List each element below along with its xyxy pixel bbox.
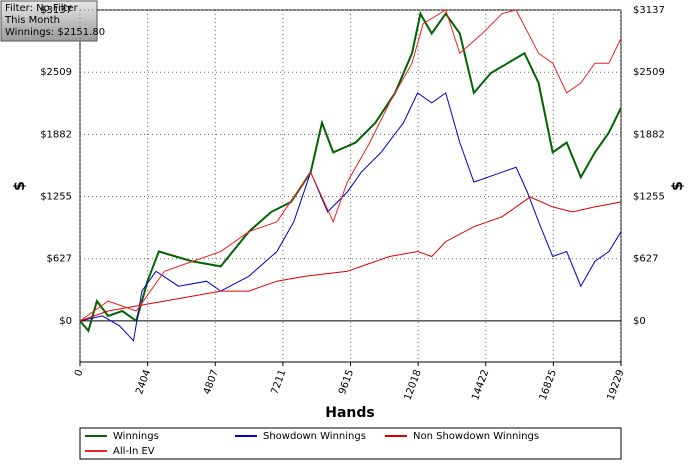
info-line: Winnings: $2151.80 <box>5 27 105 38</box>
info-line: Filter: No Filter <box>5 3 79 14</box>
y-tick-label: $0 <box>59 316 72 327</box>
series-line <box>79 9 622 322</box>
legend-label: Showdown Winnings <box>263 431 366 442</box>
series-line <box>79 196 622 322</box>
y2-tick-label: $1255 <box>633 192 665 203</box>
series-line <box>79 92 622 342</box>
y-tick-label: $1882 <box>40 129 72 140</box>
series-line <box>79 10 622 333</box>
y-tick-label: $3137 <box>40 5 72 16</box>
y2-axis-label: $ <box>670 181 686 191</box>
y-tick-label: $627 <box>47 254 72 265</box>
y2-tick-label: $3137 <box>633 5 665 16</box>
info-box <box>0 0 98 42</box>
y-tick-label: $1255 <box>40 192 72 203</box>
x-tick-label: 0 <box>73 368 86 378</box>
x-axis-label: Hands <box>325 405 375 421</box>
info-line: This Month <box>4 15 60 26</box>
y2-tick-label: $2509 <box>633 67 665 78</box>
y2-tick-label: $1882 <box>633 129 665 140</box>
y-tick-label: $2509 <box>40 67 72 78</box>
y-axis-label: $ <box>12 181 28 191</box>
y2-tick-label: $627 <box>633 254 658 265</box>
y2-tick-label: $0 <box>633 316 646 327</box>
legend-label: Winnings <box>113 431 159 442</box>
legend-label: Non Showdown Winnings <box>413 431 539 442</box>
legend-label: All-In EV <box>113 446 155 457</box>
legend <box>79 427 622 460</box>
